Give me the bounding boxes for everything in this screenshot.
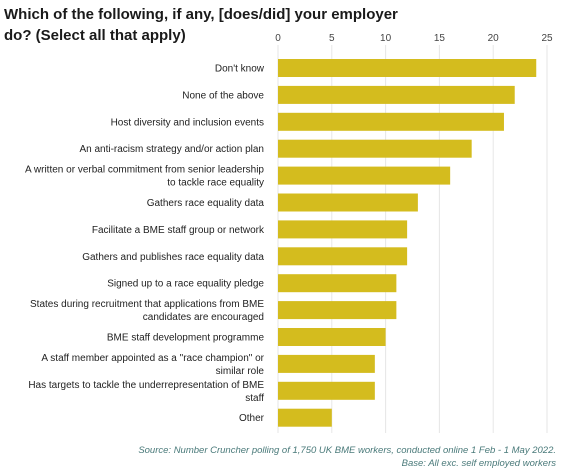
category-label: An anti-racism strategy and/or action pl… bbox=[79, 144, 264, 155]
category-label: Don't know bbox=[215, 64, 265, 75]
category-label: Facilitate a BME staff group or network bbox=[92, 225, 265, 236]
category-label: BME staff development programme bbox=[107, 333, 265, 344]
bar bbox=[278, 354, 375, 373]
bar bbox=[278, 381, 375, 400]
category-label: similar role bbox=[216, 366, 265, 377]
x-tick-label: 10 bbox=[380, 33, 392, 44]
bar bbox=[278, 85, 515, 104]
bar bbox=[278, 274, 397, 293]
chart-title: Which of the following, if any, [does/di… bbox=[4, 6, 398, 44]
category-label: Other bbox=[239, 413, 265, 424]
category-label: Signed up to a race equality pledge bbox=[107, 279, 264, 290]
x-tick-label: 20 bbox=[488, 33, 500, 44]
bar bbox=[278, 112, 504, 131]
category-label: Gathers race equality data bbox=[147, 198, 265, 209]
category-label: States during recruitment that applicati… bbox=[30, 299, 264, 310]
category-label: Has targets to tackle the underrepresent… bbox=[28, 380, 264, 391]
category-label: Host diversity and inclusion events bbox=[111, 117, 264, 128]
bar bbox=[278, 220, 408, 239]
bar bbox=[278, 193, 418, 212]
category-label: A written or verbal commitment from seni… bbox=[25, 165, 264, 176]
category-label: to tackle race equality bbox=[167, 178, 264, 189]
bar bbox=[278, 301, 397, 320]
bar bbox=[278, 328, 386, 346]
bar bbox=[278, 139, 472, 158]
x-axis-ticks: 0 5 10 15 20 25 bbox=[275, 33, 553, 44]
x-tick-label: 25 bbox=[541, 33, 553, 44]
category-label: staff bbox=[245, 393, 264, 404]
base-note: Base: All exc. self employed workers bbox=[401, 458, 556, 469]
bar bbox=[278, 59, 537, 77]
x-tick-label: 15 bbox=[434, 33, 446, 44]
source-note: Source: Number Cruncher polling of 1,750… bbox=[138, 445, 556, 456]
category-label: candidates are encouraged bbox=[143, 312, 264, 323]
bars bbox=[278, 59, 537, 427]
category-label: None of the above bbox=[182, 90, 264, 101]
bar bbox=[278, 166, 451, 185]
bar bbox=[278, 247, 408, 266]
bar bbox=[278, 408, 332, 427]
x-tick-label: 0 bbox=[275, 33, 281, 44]
category-labels: Don't know None of the above Host diversit… bbox=[25, 64, 265, 425]
category-label: Gathers and publishes race equality data bbox=[82, 252, 264, 263]
x-tick-label: 5 bbox=[329, 33, 335, 44]
category-label: A staff member appointed as a "race cham… bbox=[41, 353, 264, 364]
